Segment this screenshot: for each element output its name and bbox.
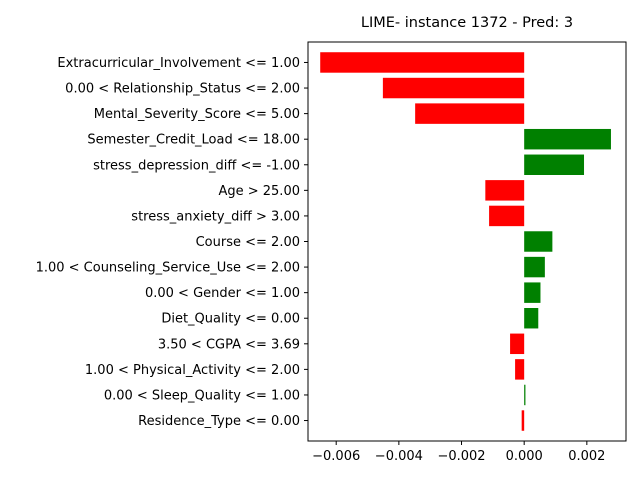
- chart-title: LIME- instance 1372 - Pred: 3: [361, 15, 573, 31]
- x-tick-label: −0.004: [375, 449, 423, 464]
- y-tick-label: stress_depression_diff <= -1.00: [93, 158, 300, 173]
- y-tick-label: Diet_Quality <= 0.00: [161, 312, 300, 327]
- bar-2: [415, 103, 525, 124]
- x-tick-label: 0.000: [506, 449, 543, 464]
- bar-7: [524, 231, 553, 252]
- bar-3: [524, 128, 611, 150]
- y-tick-label: 1.00 < Counseling_Service_Use <= 2.00: [36, 261, 300, 276]
- bar-8: [524, 256, 545, 278]
- bar-1: [382, 77, 525, 99]
- x-ticks: −0.006 −0.004 −0.002 0.000 0.002: [312, 441, 605, 464]
- y-tick-label: 0.00 < Relationship_Status <= 2.00: [65, 82, 300, 97]
- bar-14: [521, 410, 525, 431]
- bar-9: [524, 282, 541, 303]
- y-tick-label: Extracurricular_Involvement <= 1.00: [57, 56, 300, 71]
- bar-10: [524, 308, 539, 329]
- bars-layer: [320, 52, 611, 431]
- x-tick-label: −0.002: [437, 449, 485, 464]
- x-tick-label: 0.002: [568, 449, 605, 464]
- bar-11: [510, 333, 525, 355]
- y-tick-label: stress_anxiety_diff > 3.00: [131, 209, 300, 224]
- y-tick-labels: Extracurricular_Involvement <= 1.00 0.00 …: [36, 56, 308, 429]
- y-tick-label: Residence_Type <= 0.00: [138, 414, 300, 429]
- x-tick-label: −0.006: [312, 449, 360, 464]
- y-tick-label: Course <= 2.00: [196, 235, 300, 250]
- bar-6: [489, 205, 525, 227]
- y-tick-label: 3.50 < CGPA <= 3.69: [158, 337, 300, 352]
- y-tick-label: 0.00 < Gender <= 1.00: [145, 286, 300, 301]
- y-tick-label: 1.00 < Physical_Activity <= 2.00: [85, 363, 300, 378]
- bar-13: [524, 384, 526, 406]
- y-tick-label: Mental_Severity_Score <= 5.00: [94, 107, 300, 122]
- bar-12: [515, 359, 525, 380]
- y-tick-label: Semester_Credit_Load <= 18.00: [87, 133, 300, 148]
- bar-4: [524, 154, 585, 175]
- plot-frame: [307, 41, 627, 442]
- y-tick-label: Age > 25.00: [218, 184, 300, 199]
- bar-5: [485, 180, 525, 201]
- y-tick-label: 0.00 < Sleep_Quality <= 1.00: [104, 388, 300, 403]
- bar-0: [320, 52, 525, 73]
